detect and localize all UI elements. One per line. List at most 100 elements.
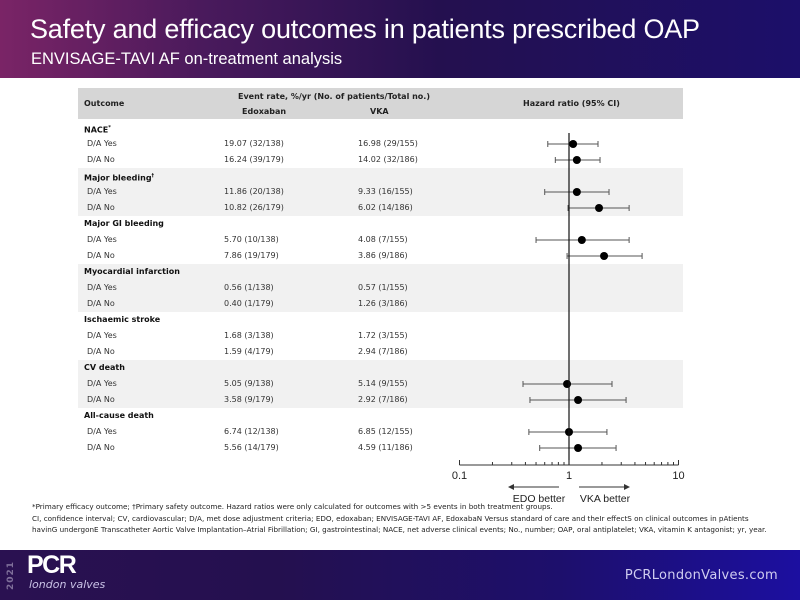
group-row: All-cause death [78,408,683,424]
table-row: D/A No 16.24 (39/179) 14.02 (32/186) [78,152,683,168]
row-band [78,264,683,312]
hr-point [572,156,581,164]
hr-point [574,444,583,452]
vka-rate: 3.86 (9/186) [358,251,408,260]
table-row: D/A Yes 11.86 (20/138) 9.33 (16/155) [78,184,683,200]
slide-subtitle: ENVISAGE-TAVI AF on-treatment analysis [31,50,343,68]
vka-rate: 9.33 (16/155) [358,187,413,196]
row-label: D/A No [87,203,115,212]
footnote-outcomes: *Primary efficacy outcome; †Primary safe… [32,502,553,511]
row-label: D/A No [87,443,115,452]
edoxaban-rate: 5.05 (9/138) [224,379,274,388]
group-row: CV death [78,360,683,376]
row-label: D/A Yes [87,187,117,196]
vka-rate: 16.98 (29/155) [358,139,418,148]
vka-rate: 4.59 (11/186) [358,443,413,452]
website-link[interactable]: PCRLondonValves.com [624,568,778,583]
table-row: D/A No 0.40 (1/179) 1.26 (3/186) [78,296,683,312]
x-tick-label: 1 [566,470,572,482]
vka-rate: 1.26 (3/186) [358,299,408,308]
footnote-marker: * [108,125,111,131]
table-row: D/A No 7.86 (19/179) 3.86 (9/186) [78,248,683,264]
vka-rate: 4.08 (7/155) [358,235,408,244]
forest-plot: 0.1 1 10 EDO better VKA better [452,133,685,505]
vka-better-label: VKA better [580,493,631,505]
row-label: D/A No [87,347,115,356]
row-label: D/A Yes [87,235,117,244]
year-label: 2021 [6,560,16,590]
row-label: D/A Yes [87,379,117,388]
hr-point [600,252,609,260]
table-row: D/A Yes 1.68 (3/138) 1.72 (3/155) [78,328,683,344]
vka-rate: 0.57 (1/155) [358,283,408,292]
group-label: CV death [84,363,125,372]
arrow-right-head [624,484,630,490]
col-vka: VKA [370,107,389,116]
table-row: D/A No 3.58 (9/179) 2.92 (7/186) [78,392,683,408]
slide-header: Safety and efficacy outcomes in patients… [0,0,800,78]
edoxaban-rate: 1.59 (4/179) [224,347,274,356]
table-row: D/A Yes 19.07 (32/138) 16.98 (29/155) [78,136,683,152]
edoxaban-rate: 0.56 (1/138) [224,283,274,292]
vka-rate: 1.72 (3/155) [358,331,408,340]
table-row: D/A No 1.59 (4/179) 2.94 (7/186) [78,344,683,360]
group-row: Ischaemic stroke [78,312,683,328]
table-row: D/A Yes 5.05 (9/138) 5.14 (9/155) [78,376,683,392]
hr-point [569,140,578,148]
vka-rate: 5.14 (9/155) [358,379,408,388]
table-row: D/A Yes 5.70 (10/138) 4.08 (7/155) [78,232,683,248]
row-label: D/A Yes [87,331,117,340]
col-edoxaban: Edoxaban [242,107,287,116]
row-label: D/A Yes [87,283,117,292]
table-row: D/A No 5.56 (14/179) 4.59 (11/186) [78,440,683,456]
edoxaban-rate: 1.68 (3/138) [224,331,274,340]
vka-rate: 14.02 (32/186) [358,155,418,164]
group-label: Major bleeding† [84,173,155,183]
year-label-wrap: 2021 [6,561,35,600]
row-label: D/A No [87,299,115,308]
table-row: D/A No 10.82 (26/179) 6.02 (14/186) [78,200,683,216]
group-row: Myocardial infarction [78,264,683,280]
row-label: D/A No [87,251,115,260]
pcr-logo: PCR [27,551,77,579]
edo-better-label: EDO better [513,493,566,505]
edoxaban-rate: 0.40 (1/179) [224,299,274,308]
hr-point [574,396,583,404]
logo-subtitle: london valves [29,578,106,591]
footnote-marker: † [151,173,155,179]
hr-point [577,236,586,244]
edoxaban-rate: 7.86 (19/179) [224,251,279,260]
col-hazard-ratio: Hazard ratio (95% CI) [523,99,620,108]
group-row: Major bleeding† [78,168,683,184]
edoxaban-rate: 6.74 (12/138) [224,427,279,436]
group-label: Ischaemic stroke [84,315,161,324]
row-label: D/A No [87,395,115,404]
footnotes: *Primary efficacy outcome; †Primary safe… [32,501,772,536]
edoxaban-rate: 3.58 (9/179) [224,395,274,404]
slide-footer [0,550,800,600]
col-outcome: Outcome [84,99,125,108]
edoxaban-rate: 5.70 (10/138) [224,235,279,244]
table-row: D/A Yes 0.56 (1/138) 0.57 (1/155) [78,280,683,296]
slide-title: Safety and efficacy outcomes in patients… [30,14,700,44]
group-row: NACE* [78,120,683,136]
hr-point [563,380,572,388]
row-label: D/A No [87,155,115,164]
x-tick-label: 0.1 [452,470,467,482]
group-label: NACE* [84,125,111,135]
group-row: Major GI bleeding [78,216,683,232]
edoxaban-rate: 16.24 (39/179) [224,155,284,164]
hr-point [572,188,581,196]
arrow-left-head [508,484,514,490]
table-row: D/A Yes 6.74 (12/138) 6.85 (12/155) [78,424,683,440]
group-label: Major GI bleeding [84,219,164,228]
table-header: Outcome Event rate, %/yr (No. of patient… [78,88,683,119]
hr-point [595,204,604,212]
edoxaban-rate: 5.56 (14/179) [224,443,279,452]
edoxaban-rate: 10.82 (26/179) [224,203,284,212]
group-label: All-cause death [84,411,154,420]
vka-rate: 6.02 (14/186) [358,203,413,212]
edoxaban-rate: 19.07 (32/138) [224,139,284,148]
x-tick-label: 10 [672,470,684,482]
group-label: Myocardial infarction [84,267,180,276]
